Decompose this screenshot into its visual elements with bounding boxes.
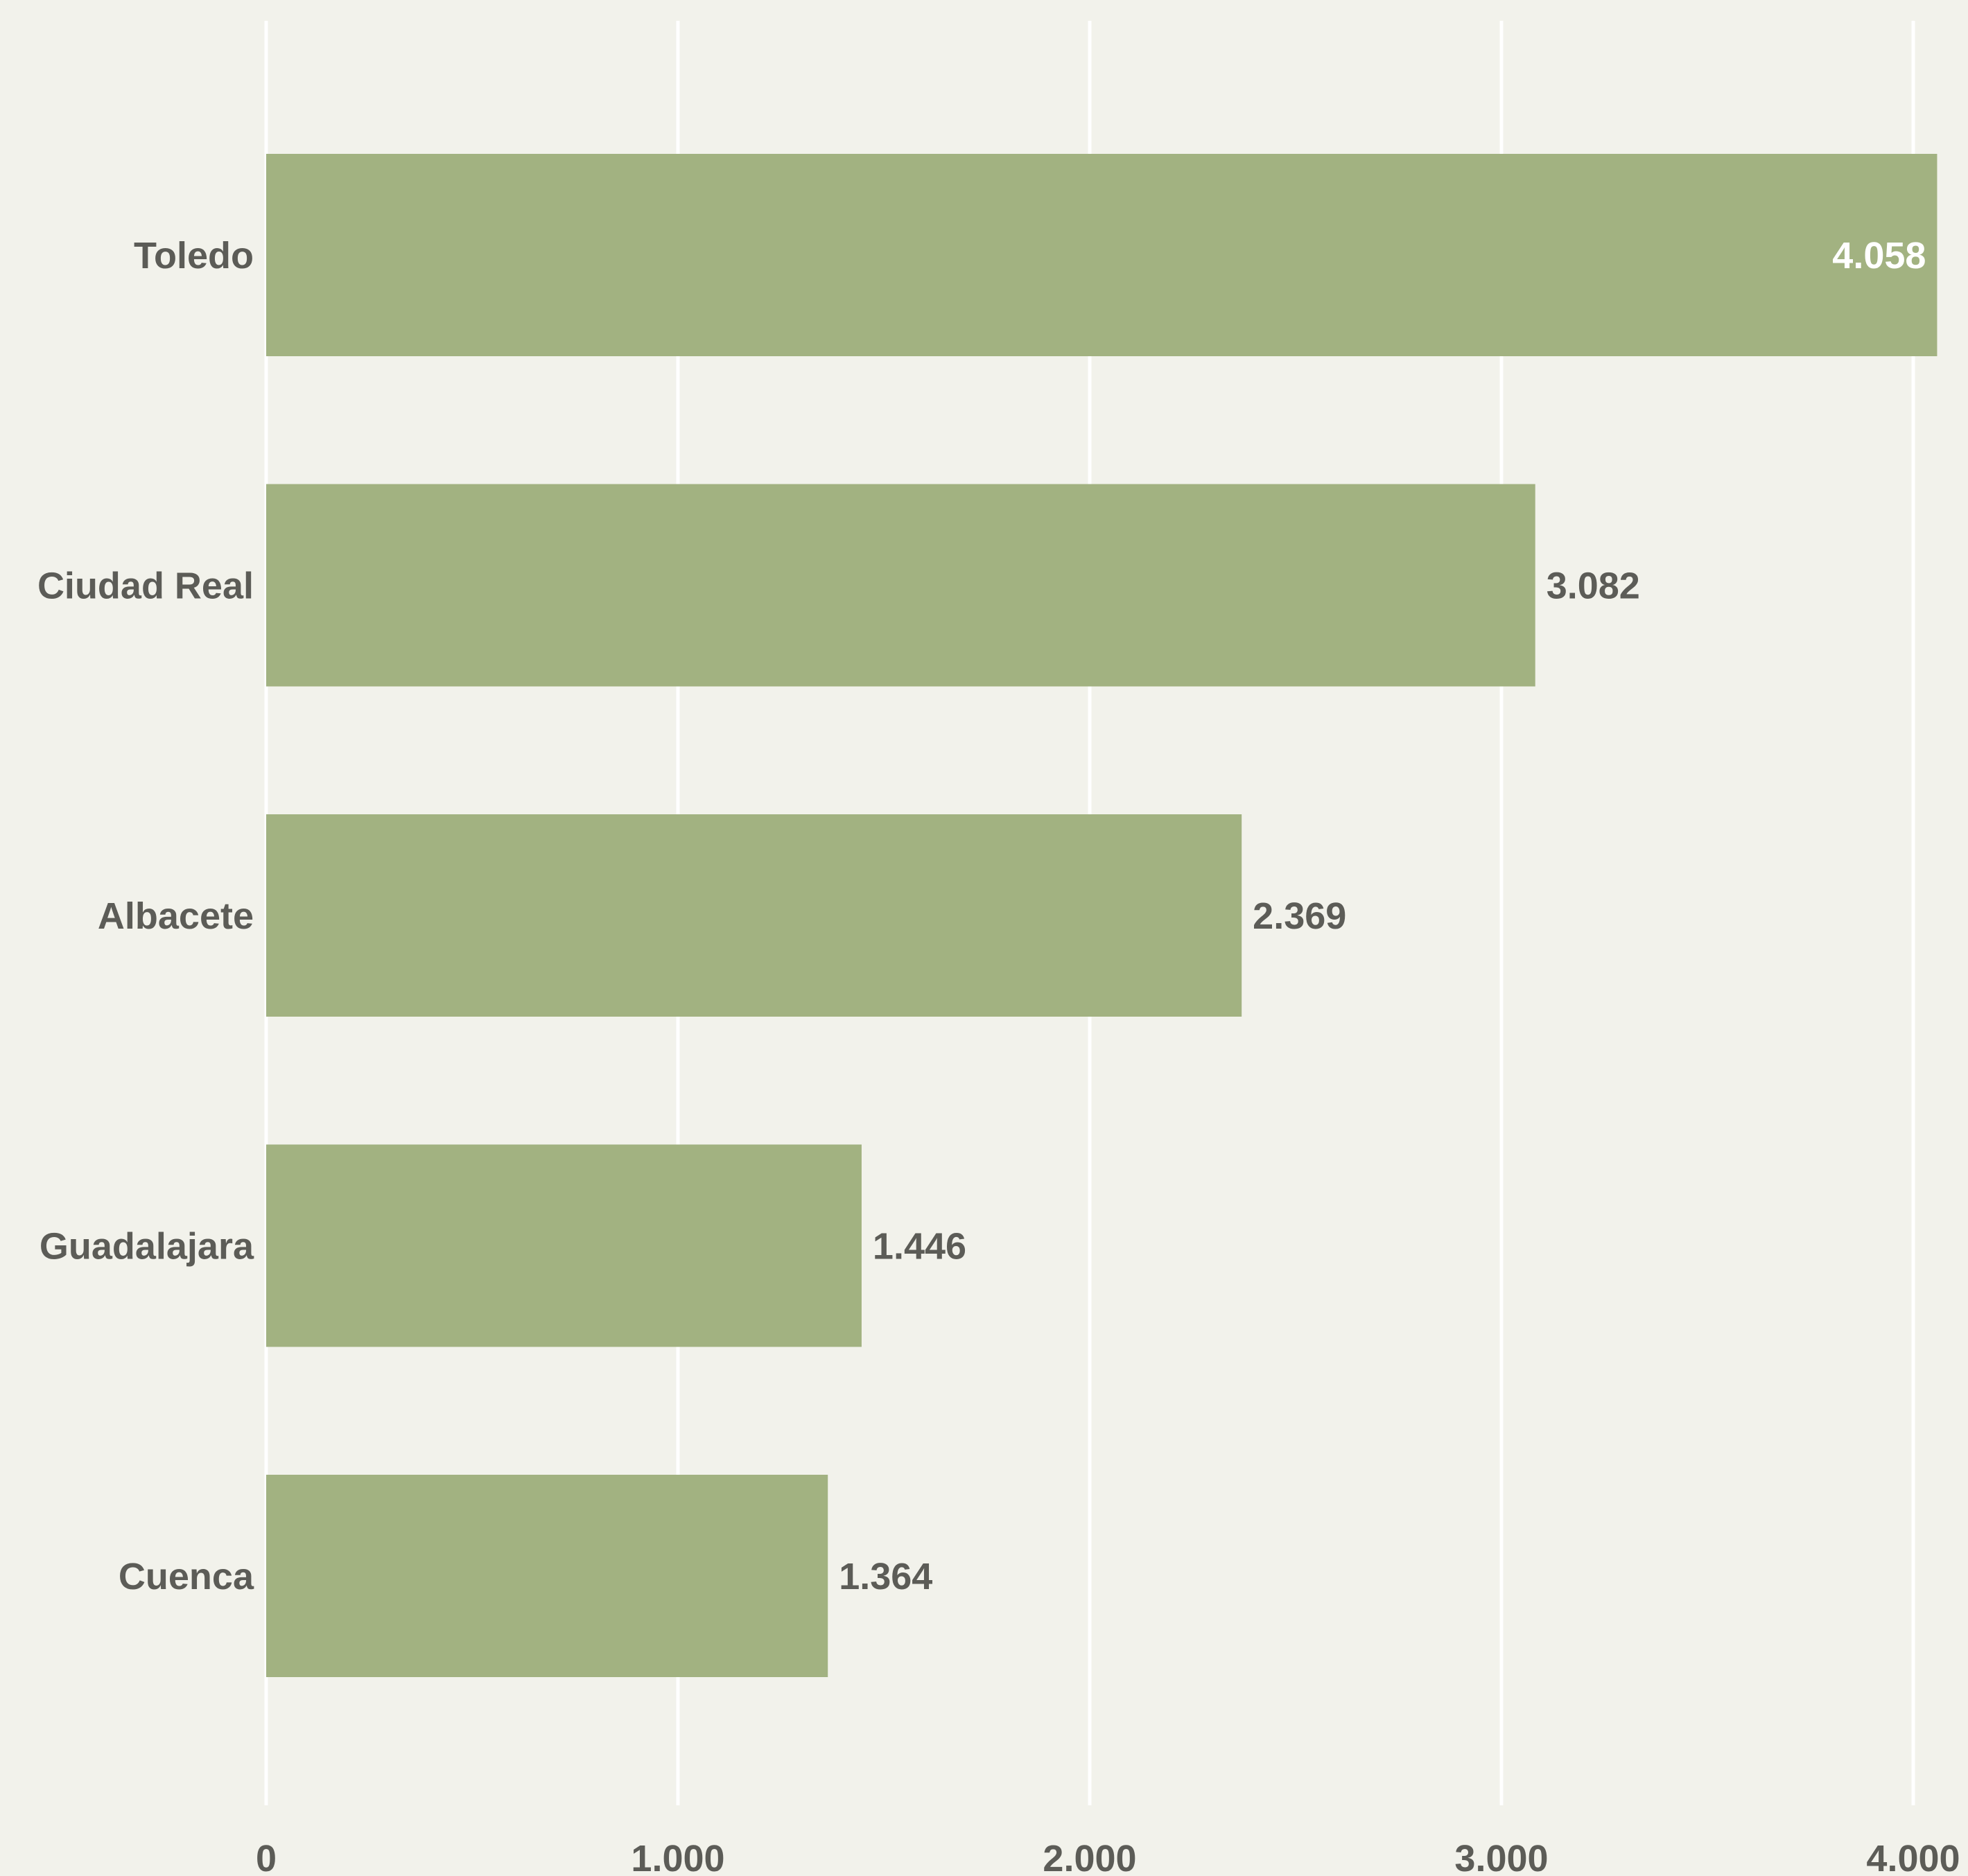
- x-tick-label: 2.000: [1043, 1838, 1136, 1876]
- category-label: Guadalajara: [40, 1226, 254, 1268]
- category-label: Toledo: [134, 235, 254, 277]
- x-tick-label: 4.000: [1866, 1838, 1960, 1876]
- bar: [266, 1144, 862, 1347]
- value-labels: 4.058 3.082 2.369 1.446 1.364: [839, 235, 1926, 1597]
- category-labels: Toledo Ciudad Real Albacete Guadalajara Cuen…: [37, 235, 254, 1597]
- bar: [266, 154, 1937, 356]
- value-label: 1.446: [873, 1226, 966, 1268]
- value-label: 4.058: [1832, 235, 1926, 277]
- category-label: Cuenca: [119, 1556, 254, 1597]
- bar: [266, 814, 1242, 1017]
- value-label: 3.082: [1547, 566, 1640, 607]
- x-tick-label: 3.000: [1454, 1838, 1548, 1876]
- bars: [266, 154, 1937, 1677]
- bar: [266, 484, 1535, 687]
- x-tick-label: 1.000: [631, 1838, 724, 1876]
- value-label: 1.364: [839, 1556, 932, 1597]
- x-axis-tick-labels: 0 1.000 2.000 3.000 4.000: [256, 1838, 1960, 1876]
- category-label: Albacete: [98, 895, 254, 937]
- bar: [266, 1475, 828, 1677]
- x-tick-label: 0: [256, 1838, 277, 1876]
- value-label: 2.369: [1253, 895, 1346, 937]
- category-label: Ciudad Real: [37, 566, 254, 607]
